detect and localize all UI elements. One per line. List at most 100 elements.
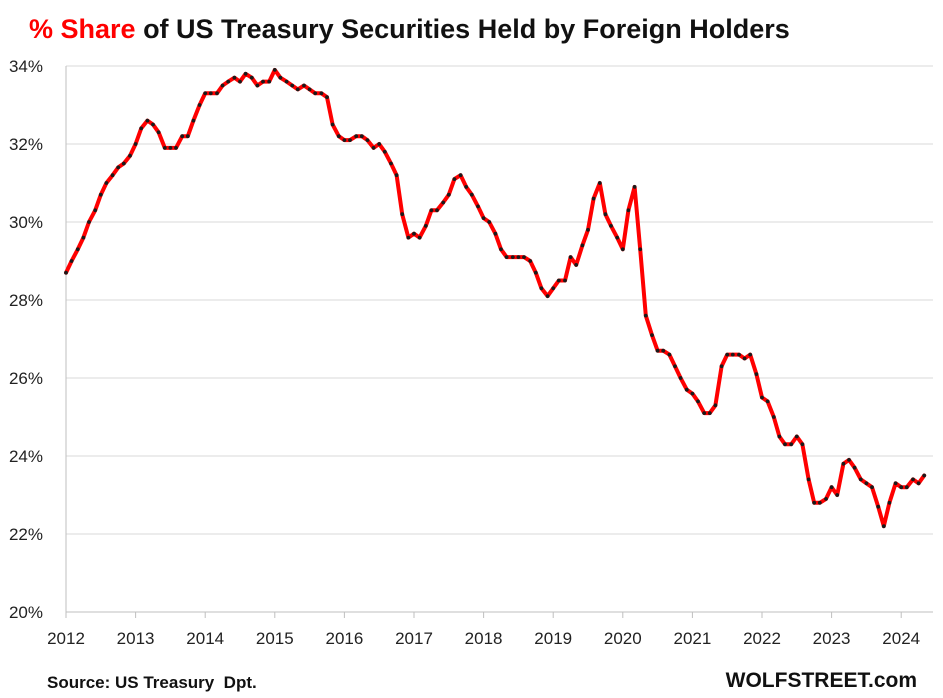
data-point — [887, 500, 892, 505]
data-point — [400, 212, 405, 217]
data-point — [800, 442, 805, 447]
data-point — [435, 208, 439, 213]
data-point — [441, 200, 446, 205]
data-point — [208, 91, 213, 96]
x-tick-label: 2024 — [882, 629, 920, 648]
data-point — [650, 333, 654, 337]
data-point — [272, 68, 277, 72]
x-tick-label: 2019 — [534, 629, 572, 648]
series-markers — [64, 68, 927, 529]
gridlines — [66, 65, 933, 535]
data-point — [261, 79, 265, 84]
data-point — [702, 411, 707, 415]
data-point — [817, 500, 822, 505]
data-point — [412, 231, 416, 236]
y-tick-label: 28% — [9, 291, 43, 310]
x-tick-label: 2018 — [465, 629, 503, 648]
data-point — [302, 83, 306, 88]
data-point — [667, 352, 672, 357]
data-point — [406, 235, 411, 240]
data-point — [591, 196, 596, 201]
data-point — [278, 75, 283, 80]
data-point — [835, 493, 840, 497]
data-point — [626, 208, 631, 213]
data-point — [742, 356, 747, 361]
data-point — [789, 442, 794, 447]
data-point — [238, 79, 242, 84]
data-point — [354, 134, 359, 139]
source-note: Source: US Treasury Dpt. — [47, 673, 257, 692]
y-tick-label: 30% — [9, 213, 43, 232]
series-line-layer — [64, 67, 927, 529]
data-point — [81, 235, 86, 240]
data-point — [794, 434, 799, 439]
data-point — [510, 255, 515, 259]
data-point — [215, 91, 219, 96]
data-point — [232, 75, 237, 80]
data-point — [493, 231, 498, 236]
data-point — [423, 224, 428, 228]
data-point — [852, 465, 857, 470]
data-point — [661, 348, 666, 353]
data-point — [255, 83, 260, 88]
y-tick-label: 34% — [9, 57, 43, 76]
data-point — [812, 500, 817, 505]
data-point — [313, 91, 318, 96]
chart-title-accent: % Share — [29, 14, 136, 44]
data-point — [156, 130, 161, 135]
data-point — [185, 134, 190, 139]
data-point — [824, 497, 828, 501]
data-point — [904, 485, 909, 490]
data-point — [162, 146, 167, 150]
y-tick-label: 20% — [9, 603, 43, 622]
data-point — [568, 255, 573, 259]
data-point — [389, 161, 393, 166]
axes: 20% 22% 24% 26% 28% 30% 32% 34% 2012 2013 2014 2015… — [9, 57, 933, 648]
data-point — [760, 395, 764, 400]
data-point — [446, 192, 451, 197]
data-point — [197, 103, 202, 107]
x-tick-label: 2013 — [117, 629, 155, 648]
data-point — [104, 181, 109, 185]
data-point — [220, 83, 225, 88]
data-point — [673, 364, 677, 369]
data-point — [394, 173, 399, 178]
data-point — [348, 138, 352, 143]
data-point — [284, 79, 289, 84]
data-point — [336, 134, 341, 139]
data-point — [382, 149, 387, 154]
brand-watermark: WOLFSTREET.com — [725, 669, 917, 692]
data-point — [145, 118, 150, 123]
data-point — [307, 87, 312, 92]
data-point — [533, 270, 538, 275]
data-point — [487, 220, 492, 224]
data-point — [371, 146, 376, 150]
data-point — [615, 235, 620, 240]
data-point — [203, 91, 208, 96]
data-point — [87, 220, 91, 224]
data-point — [707, 411, 712, 415]
data-point — [69, 259, 74, 263]
data-point — [452, 177, 457, 182]
data-point — [180, 134, 185, 139]
data-point — [429, 208, 434, 213]
y-tick-label: 24% — [9, 447, 43, 466]
data-point — [730, 352, 735, 357]
data-point — [319, 91, 324, 96]
data-point — [643, 313, 648, 318]
data-point — [916, 481, 921, 486]
data-point — [609, 224, 613, 228]
data-point — [539, 286, 544, 291]
data-point — [174, 146, 178, 150]
data-point — [243, 71, 248, 76]
data-point — [325, 95, 329, 100]
data-point — [365, 138, 370, 143]
data-point — [563, 278, 567, 283]
data-point — [226, 79, 231, 84]
data-point — [330, 122, 335, 127]
x-tick-label: 2012 — [47, 629, 85, 648]
data-point — [911, 477, 915, 482]
data-point — [870, 485, 874, 490]
data-point — [551, 286, 556, 291]
data-point — [603, 212, 608, 217]
